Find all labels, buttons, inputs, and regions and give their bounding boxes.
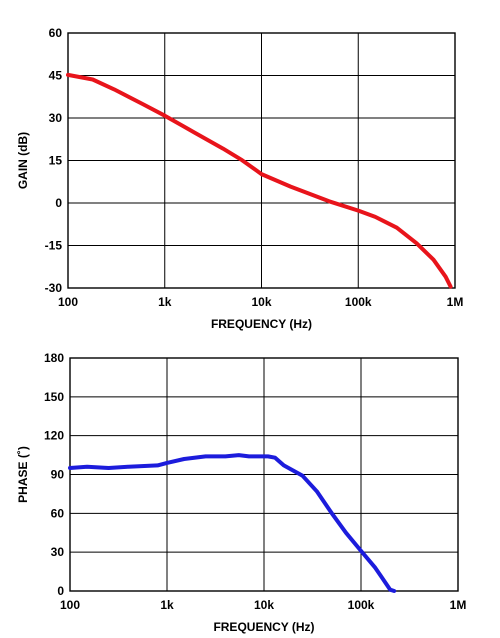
gain-plot-frame [67, 32, 456, 289]
phase-x-tick-label: 1M [450, 598, 467, 612]
phase-y-tick-label: 120 [44, 429, 64, 443]
gain-x-tick-label: 100k [345, 295, 372, 309]
phase-chart: 100 1k 10k 100k 1M 0 30 60 90 120 150 180 FREQUENCY… [16, 351, 466, 634]
gain-x-tick-label: 1M [447, 295, 464, 309]
phase-x-tick-label: 10k [254, 598, 274, 612]
phase-x-axis-title: FREQUENCY (Hz) [213, 620, 314, 634]
phase-x-tick-label: 100k [348, 598, 375, 612]
phase-y-tick-label: 180 [44, 351, 64, 365]
gain-y-tick-label: -30 [45, 281, 63, 295]
phase-x-tick-label: 1k [160, 598, 174, 612]
gain-y-tick-label: 45 [49, 69, 63, 83]
gain-y-tick-label: -15 [45, 239, 63, 253]
gain-x-tick-label: 100 [58, 295, 78, 309]
phase-y-tick-label: 150 [44, 390, 64, 404]
phase-x-tick-label: 100 [60, 598, 80, 612]
phase-y-tick-label: 60 [51, 506, 65, 520]
gain-chart: 100 1k 10k 100k 1M -30 -15 0 15 30 45 60 FREQUENCY … [16, 26, 463, 331]
phase-y-tick-label: 90 [51, 468, 65, 482]
gain-y-tick-label: 15 [49, 154, 63, 168]
gain-x-tick-label: 1k [158, 295, 172, 309]
gain-y-tick-label: 30 [49, 111, 63, 125]
gain-y-tick-label: 0 [55, 196, 62, 210]
phase-y-tick-label: 30 [51, 545, 65, 559]
phase-series-line [68, 453, 397, 593]
gain-x-tick-label: 10k [251, 295, 271, 309]
gain-y-tick-label: 60 [49, 26, 63, 40]
phase-y-tick-label: 0 [57, 584, 64, 598]
gain-series-line [66, 72, 453, 289]
gain-x-axis-title: FREQUENCY (Hz) [211, 317, 312, 331]
phase-plot-frame [69, 357, 459, 592]
phase-y-axis-title: PHASE (˚) [16, 446, 30, 503]
gain-y-axis-title: GAIN (dB) [16, 132, 30, 189]
